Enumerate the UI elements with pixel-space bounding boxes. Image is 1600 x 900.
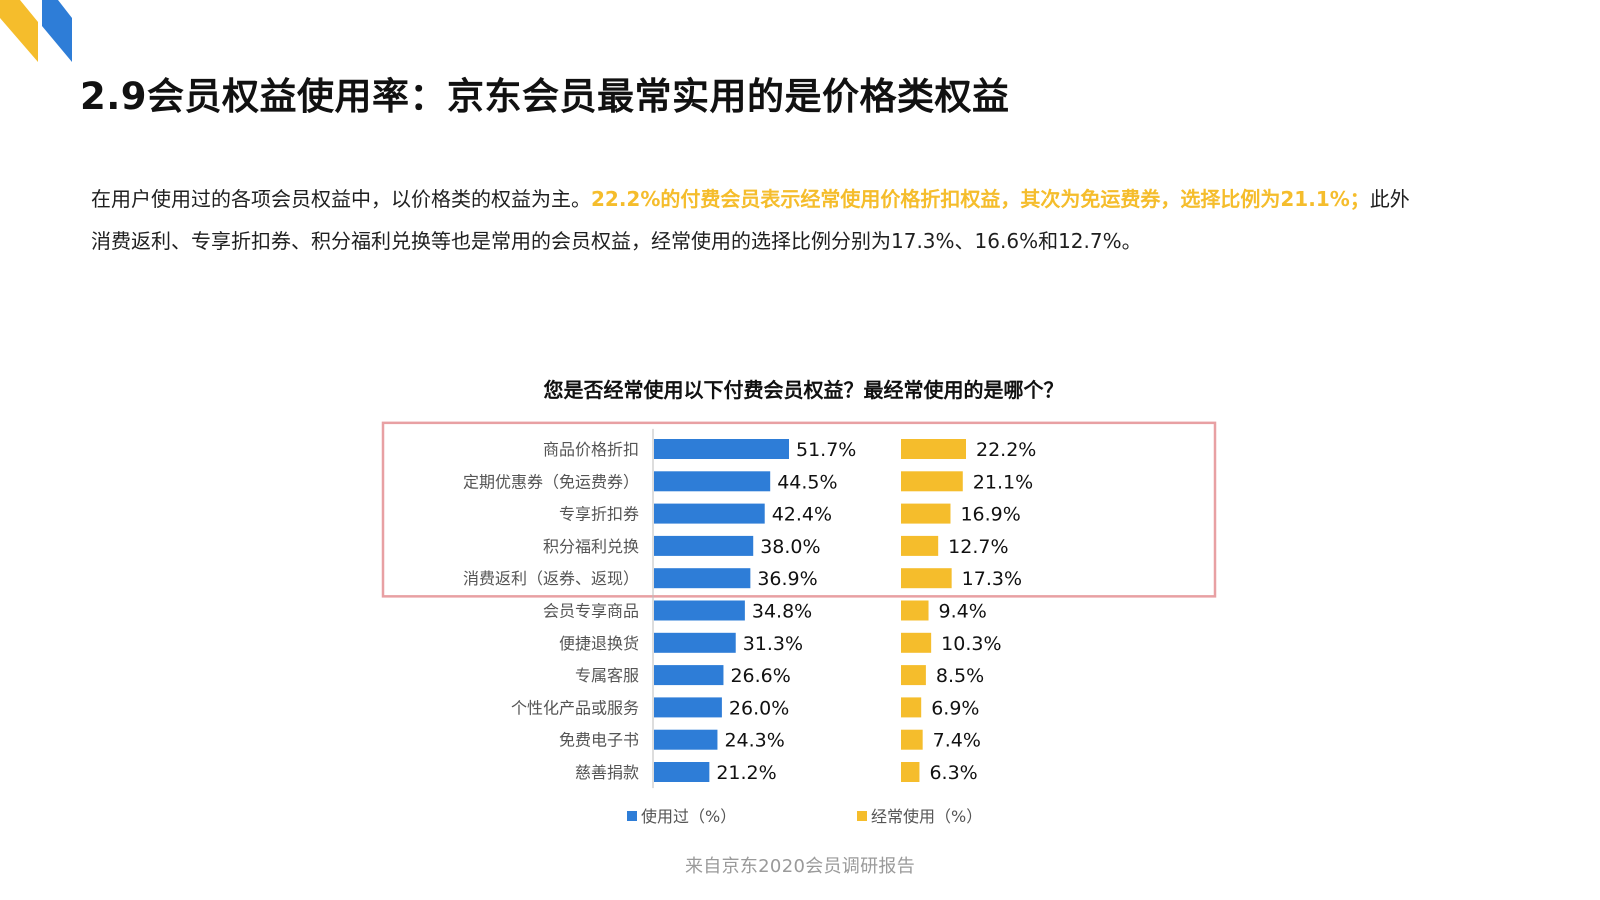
category-label: 便捷退换货 xyxy=(559,634,639,653)
chart-title: 您是否经常使用以下付费会员权益？最经常使用的是哪个？ xyxy=(543,378,1064,402)
data-label-frequent: 6.3% xyxy=(929,762,977,784)
data-label-frequent: 16.9% xyxy=(960,504,1020,526)
bar-frequent xyxy=(901,439,966,459)
data-label-frequent: 17.3% xyxy=(962,568,1022,590)
data-label-used: 36.9% xyxy=(757,568,817,590)
data-label-used: 26.0% xyxy=(729,697,789,719)
bar-used xyxy=(654,535,754,556)
description-paragraph: 在用户使用过的各项会员权益中，以价格类的权益为主。22.2%的付费会员表示经常使… xyxy=(91,178,1421,262)
logo-blue-shape xyxy=(42,0,72,62)
category-label: 会员专享商品 xyxy=(543,602,639,621)
data-label-used: 26.6% xyxy=(730,665,790,687)
highlight-box xyxy=(381,421,1217,598)
bar-used xyxy=(654,568,751,589)
data-label-used: 42.4% xyxy=(772,504,832,526)
bar-frequent xyxy=(901,600,929,621)
bar-frequent xyxy=(901,665,926,686)
description-text-1: 在用户使用过的各项会员权益中，以价格类的权益为主。 xyxy=(91,187,591,211)
bar-frequent xyxy=(901,535,939,556)
data-label-frequent: 10.3% xyxy=(941,633,1001,655)
bar-used xyxy=(654,665,724,686)
data-label-used: 24.3% xyxy=(724,730,784,752)
bar-used xyxy=(654,762,710,782)
data-label-frequent: 8.5% xyxy=(936,665,984,687)
category-label: 免费电子书 xyxy=(559,731,639,750)
bar-frequent xyxy=(901,762,920,782)
bar-used xyxy=(654,439,789,459)
data-label-frequent: 6.9% xyxy=(931,697,979,719)
brand-logo xyxy=(0,0,72,62)
category-label: 专享折扣券 xyxy=(559,505,639,524)
description-text-2: 此外消费返利、专享折扣券、积分福利兑换等也是常用的会员权益，经常使用的选择比例分… xyxy=(91,187,1410,253)
category-label: 定期优惠券（免运费券） xyxy=(463,472,639,491)
data-label-used: 51.7% xyxy=(796,439,856,461)
bar-used xyxy=(654,600,745,621)
category-label: 商品价格折扣 xyxy=(543,440,639,459)
data-label-frequent: 21.1% xyxy=(973,471,1033,493)
data-label-frequent: 12.7% xyxy=(948,536,1008,558)
bar-used xyxy=(654,729,718,750)
data-label-used: 34.8% xyxy=(752,601,812,623)
source-note: 来自京东2020会员调研报告 xyxy=(684,856,915,877)
bar-frequent xyxy=(901,697,922,718)
bar-frequent xyxy=(901,503,951,524)
legend-swatch xyxy=(627,811,637,821)
bar-used xyxy=(654,471,771,492)
data-label-used: 44.5% xyxy=(777,471,837,493)
data-label-used: 38.0% xyxy=(760,536,820,558)
page-title: 2.9会员权益使用率：京东会员最常实用的是价格类权益 xyxy=(80,75,1010,118)
category-label: 个性化产品或服务 xyxy=(511,698,639,717)
data-label-used: 31.3% xyxy=(743,633,803,655)
legend-swatch xyxy=(857,811,867,821)
data-label-frequent: 22.2% xyxy=(976,439,1036,461)
category-label: 积分福利兑换 xyxy=(543,537,639,556)
bar-used xyxy=(654,697,722,718)
data-label-frequent: 9.4% xyxy=(939,601,987,623)
category-label: 消费返利（返券、返现） xyxy=(463,569,639,588)
category-label: 专属客服 xyxy=(575,666,639,685)
category-label: 慈善捐款 xyxy=(575,763,639,782)
legend-label: 使用过（%） xyxy=(641,807,736,826)
bar-frequent xyxy=(901,729,923,750)
description-highlight: 22.2%的付费会员表示经常使用价格折扣权益，其次为免运费券，选择比例为21.1… xyxy=(591,187,1370,211)
logo-yellow-shape xyxy=(0,0,38,62)
legend-label: 经常使用（%） xyxy=(871,807,982,826)
bar-frequent xyxy=(901,632,932,653)
bar-frequent xyxy=(901,471,963,492)
bar-frequent xyxy=(901,568,952,589)
data-label-used: 21.2% xyxy=(716,762,776,784)
bar-used xyxy=(654,632,736,653)
bar-used xyxy=(654,503,765,524)
data-label-frequent: 7.4% xyxy=(933,730,981,752)
